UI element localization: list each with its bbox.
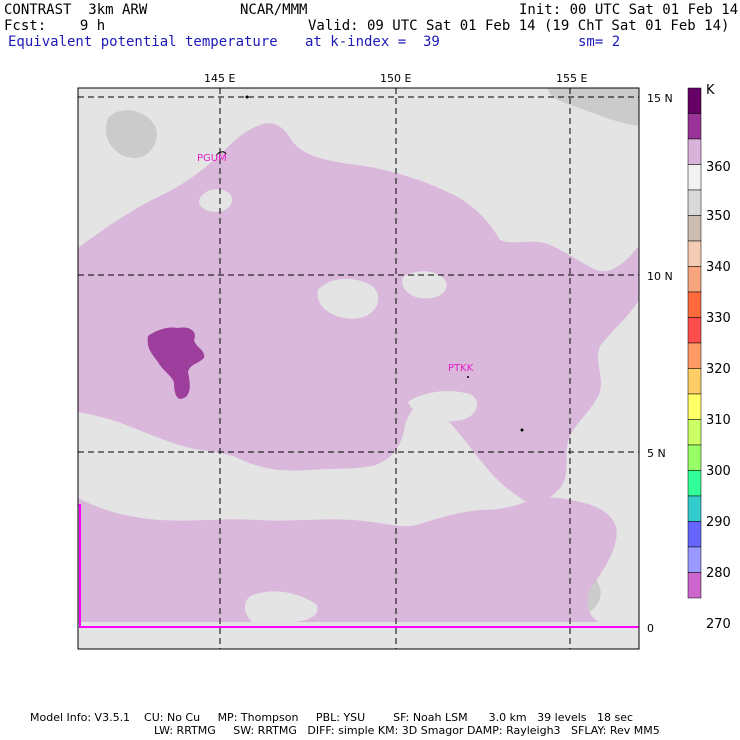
cb-tick-300: 300 — [706, 464, 731, 479]
colorbar-swatch — [687, 317, 702, 344]
colorbar-swatch — [687, 546, 702, 573]
colorbar-swatch — [687, 113, 702, 140]
magenta-boundary — [78, 504, 639, 628]
lon-label-150: 150 E — [380, 72, 412, 85]
colorbar-swatch — [687, 495, 702, 522]
cb-tick-290: 290 — [706, 515, 731, 530]
cb-tick-270: 270 — [706, 617, 731, 632]
field-name: Equivalent potential temperature — [8, 34, 278, 50]
colorbar-swatch — [687, 189, 702, 216]
valid-time: Valid: 09 UTC Sat 01 Feb 14 (19 ChT Sat … — [308, 18, 730, 34]
colorbar-swatch — [687, 521, 702, 548]
colorbar-swatch — [687, 87, 702, 114]
cb-tick-320: 320 — [706, 362, 731, 377]
guam-marker — [215, 151, 227, 157]
clear-pocket-2 — [199, 189, 233, 212]
colorbar-swatch — [687, 470, 702, 497]
lon-label-145: 145 E — [204, 72, 236, 85]
lon-label-155: 155 E — [556, 72, 588, 85]
level-info: at k-index = 39 — [305, 34, 440, 50]
lat-label-5n: 5 N — [647, 447, 666, 460]
lat-label-15n: 15 N — [647, 92, 673, 105]
center-name: NCAR/MMM — [240, 2, 308, 18]
clear-pocket-4 — [402, 271, 447, 299]
chuuk-marker — [467, 376, 469, 378]
colorbar-unit: K — [706, 83, 715, 98]
forecast-hour: Fcst: 9 h — [4, 18, 106, 34]
colorbar-swatch — [687, 368, 702, 395]
footer-model-info-line2: LW: RRTMG SW: RRTMG DIFF: simple KM: 3D … — [154, 724, 660, 737]
colorbar-swatch — [687, 138, 702, 165]
map-frame — [77, 87, 640, 650]
smoothing-info: sm= 2 — [578, 34, 621, 50]
cb-tick-280: 280 — [706, 566, 731, 581]
theta-360-south — [78, 497, 617, 622]
init-time: Init: 00 UTC Sat 01 Feb 14 — [519, 2, 739, 18]
colorbar-swatch — [687, 572, 702, 599]
model-title: CONTRAST 3km ARW — [4, 2, 148, 18]
clear-gap-mid — [244, 591, 318, 622]
station-label-pgum: PGUM — [197, 153, 227, 164]
colorbar-swatch — [687, 444, 702, 471]
colorbar-swatch — [687, 266, 702, 293]
gray-patch-nw — [105, 110, 157, 159]
cb-tick-330: 330 — [706, 311, 731, 326]
theta-365-region — [147, 327, 205, 399]
colorbar-swatch — [687, 240, 702, 267]
island-dot-north — [245, 95, 249, 99]
footer-model-info-line1: Model Info: V3.5.1 CU: No Cu MP: Thompso… — [30, 711, 634, 724]
lat-label-0: 0 — [647, 622, 654, 635]
colorbar-swatch — [687, 342, 702, 369]
cb-tick-360: 360 — [706, 160, 731, 175]
clear-pocket-3 — [408, 391, 477, 422]
cb-tick-350: 350 — [706, 209, 731, 224]
lat-label-10n: 10 N — [647, 270, 673, 283]
cb-tick-310: 310 — [706, 413, 731, 428]
colorbar-swatch — [687, 419, 702, 446]
island-dot-east — [520, 428, 524, 432]
colorbar-swatch — [687, 291, 702, 318]
cb-tick-340: 340 — [706, 260, 731, 275]
colorbar-swatch — [687, 393, 702, 420]
colorbar — [687, 87, 702, 599]
colorbar-swatch — [687, 215, 702, 242]
clear-pocket-1 — [317, 278, 379, 319]
station-label-ptkk: PTKK — [448, 363, 474, 374]
colorbar-swatch — [687, 164, 702, 191]
